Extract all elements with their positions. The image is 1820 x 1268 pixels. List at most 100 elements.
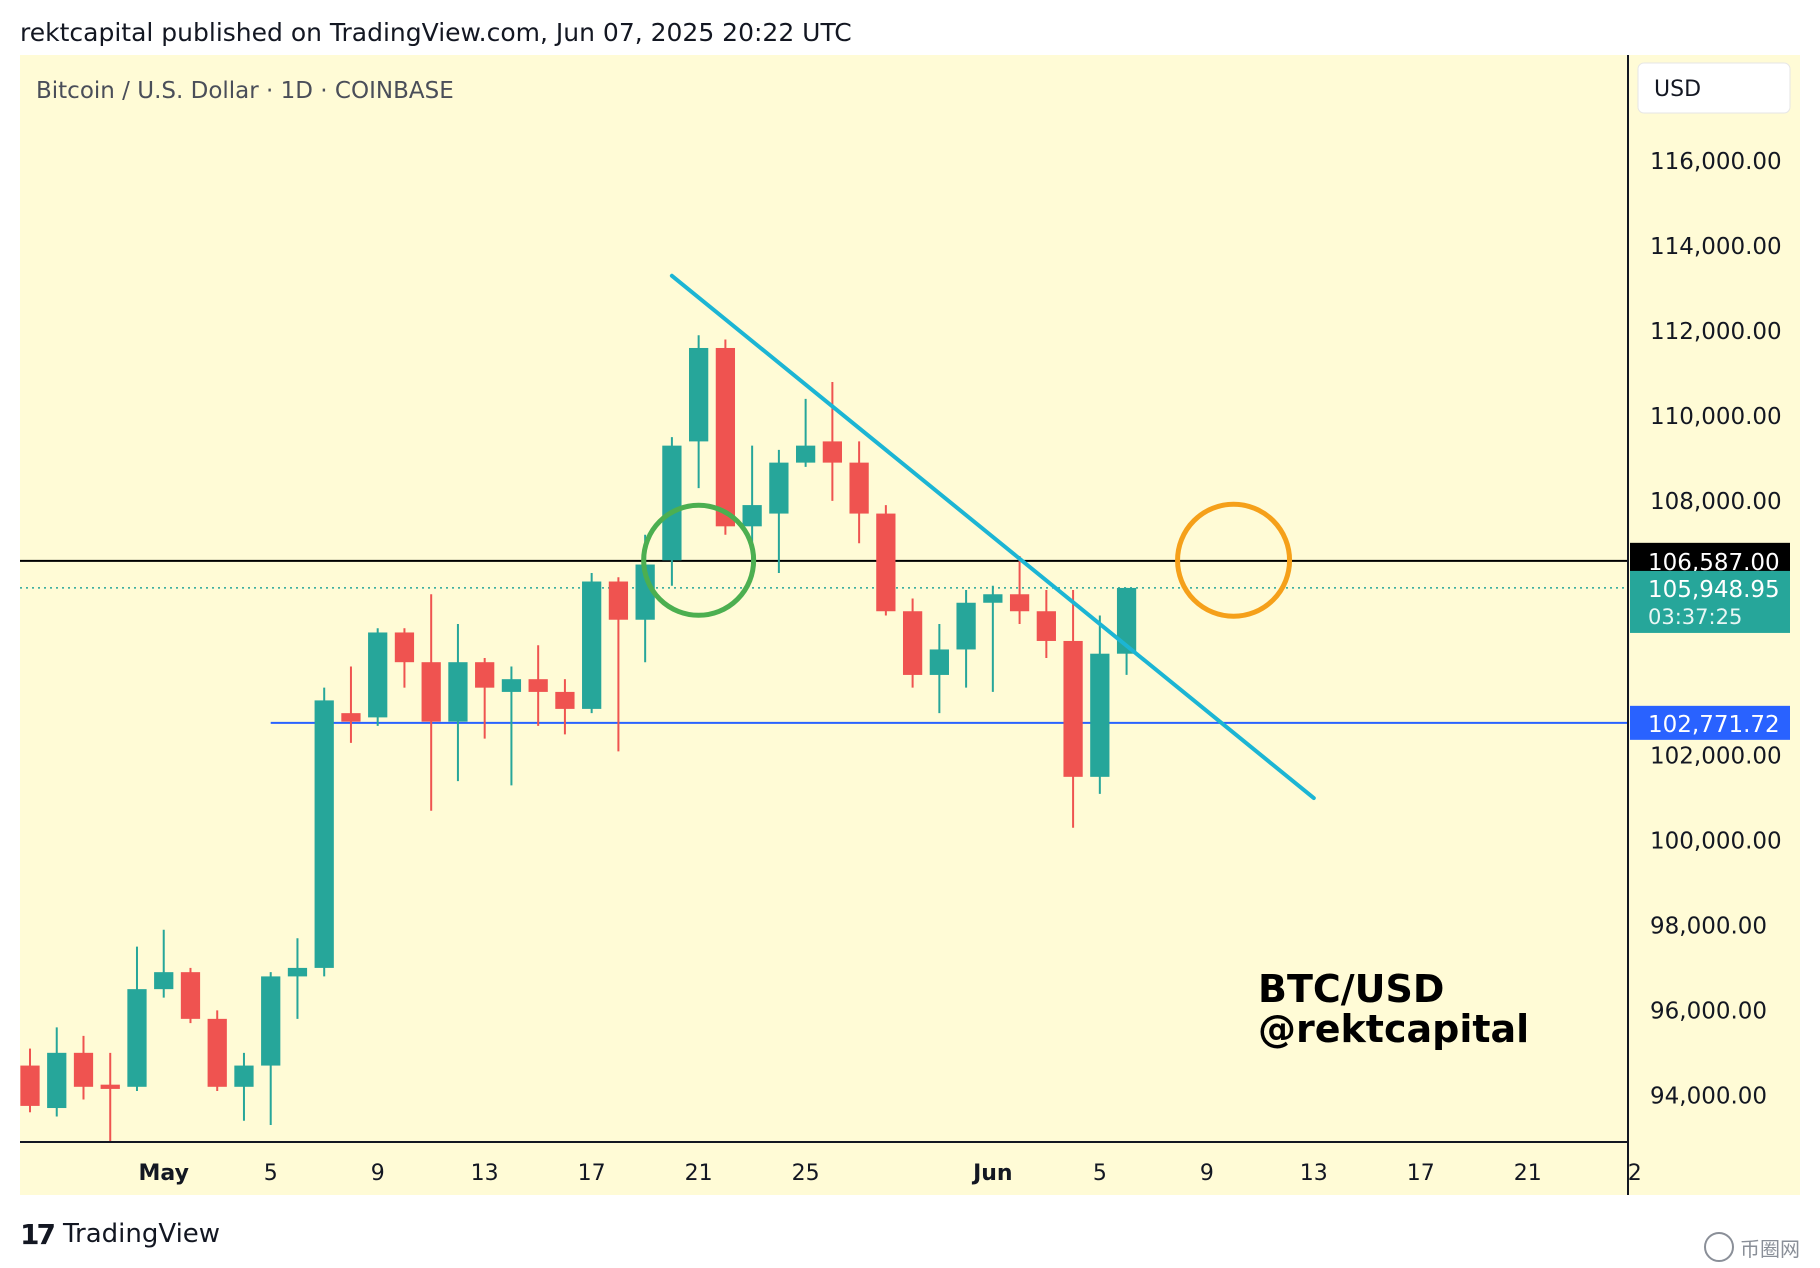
date-tick-label: 9 <box>1200 1161 1214 1186</box>
candle <box>876 505 896 616</box>
candle-body <box>368 632 388 718</box>
candle-body <box>582 581 602 709</box>
watermark: 币圈网 <box>1704 1232 1800 1262</box>
candle-body <box>47 1052 67 1109</box>
price-tick-label: 94,000.00 <box>1650 1083 1767 1109</box>
candle <box>822 381 843 501</box>
candle-body <box>902 611 923 675</box>
candle <box>582 573 602 714</box>
candle <box>394 628 415 688</box>
candle-body <box>341 713 361 722</box>
candle <box>1009 556 1030 624</box>
date-tick-label: 21 <box>685 1161 713 1186</box>
candle <box>154 929 174 998</box>
candle-body <box>1036 611 1056 641</box>
price-tick-label: 100,000.00 <box>1650 829 1782 855</box>
date-tick-label: 13 <box>1300 1161 1328 1186</box>
candle <box>421 594 441 811</box>
coin-logo-icon <box>1704 1232 1734 1262</box>
date-tick-label: 17 <box>1407 1161 1435 1186</box>
candle <box>1116 587 1137 675</box>
candle <box>902 598 923 688</box>
candle <box>555 679 575 735</box>
candle <box>528 645 548 726</box>
candle-body <box>501 679 522 692</box>
candle <box>1090 615 1110 794</box>
candle-body <box>528 679 548 692</box>
candle-body <box>983 594 1003 603</box>
annotation-author: @rektcapital <box>1258 1007 1529 1051</box>
candle <box>689 335 709 489</box>
candle <box>234 1052 254 1121</box>
price-tick-label: 110,000.00 <box>1650 404 1782 430</box>
tradingview-brand-text: TradingView <box>62 1219 221 1249</box>
candle-body <box>207 1018 227 1087</box>
currency-label: USD <box>1654 77 1701 102</box>
price-tick-label: 102,000.00 <box>1650 744 1782 770</box>
candle-body <box>742 505 762 527</box>
chart-title: Bitcoin / U.S. Dollar · 1D · COINBASE <box>36 78 454 104</box>
candle-body <box>154 972 174 990</box>
orange-circle <box>1175 501 1293 619</box>
tradingview-logo[interactable]: 17 TradingView <box>20 1216 220 1252</box>
candle <box>983 585 1003 692</box>
candle <box>47 1027 67 1117</box>
candle-body <box>635 564 655 620</box>
candle-body <box>20 1065 40 1106</box>
candle-body <box>73 1052 94 1087</box>
candle-body <box>769 462 789 514</box>
candle-body <box>1116 587 1137 654</box>
price-tick-label: 96,000.00 <box>1650 998 1767 1024</box>
green-circle <box>641 502 757 618</box>
candle-body <box>100 1084 120 1089</box>
last-price-tag <box>1630 570 1790 633</box>
candle <box>795 398 816 467</box>
candle-body <box>876 513 896 612</box>
date-tick-label: Jun <box>971 1161 1013 1186</box>
descending-trendline <box>669 273 1316 801</box>
price-tick-label: 116,000.00 <box>1650 149 1782 175</box>
candle <box>448 623 468 782</box>
candle-body <box>127 989 147 1087</box>
candle-body <box>555 691 575 709</box>
candle <box>180 967 201 1024</box>
published-header: rektcapital published on TradingView.com… <box>20 18 852 47</box>
candle <box>20 1048 40 1113</box>
candle-body <box>234 1065 254 1087</box>
date-tick-label: 13 <box>471 1161 499 1186</box>
countdown-label: 03:37:25 <box>1648 605 1742 629</box>
price-tick-label: 112,000.00 <box>1650 319 1782 345</box>
candle <box>368 628 388 726</box>
candle-body <box>394 632 415 663</box>
date-tick-label: 17 <box>578 1161 606 1186</box>
candle <box>341 666 361 743</box>
candle <box>475 657 495 739</box>
candle <box>769 449 789 574</box>
support-price-tag <box>1630 705 1790 740</box>
candle-body <box>1009 594 1030 612</box>
candle-body <box>956 602 976 650</box>
candle <box>715 339 736 535</box>
candle-body <box>822 441 843 463</box>
candle <box>261 972 281 1126</box>
candle-body <box>475 662 495 688</box>
candle <box>314 687 334 977</box>
annotation-layer <box>641 273 1316 801</box>
candle <box>1063 590 1083 828</box>
candle-body <box>448 662 468 722</box>
date-tick-label: 21 <box>1514 1161 1542 1186</box>
candle <box>100 1052 120 1142</box>
candle-body <box>608 581 629 620</box>
candle-body <box>421 662 441 722</box>
currency-button[interactable]: USD <box>1637 62 1791 114</box>
date-tick-label: 5 <box>1093 1161 1107 1186</box>
candle-body <box>1063 640 1083 777</box>
candle-body <box>287 967 308 977</box>
candle <box>1036 590 1056 658</box>
date-tick-label: 25 <box>792 1161 820 1186</box>
price-tick-label: 98,000.00 <box>1650 913 1767 939</box>
candle-body <box>662 445 682 561</box>
candle-body <box>314 700 334 968</box>
tradingview-logo-icon: 17 <box>20 1217 56 1251</box>
